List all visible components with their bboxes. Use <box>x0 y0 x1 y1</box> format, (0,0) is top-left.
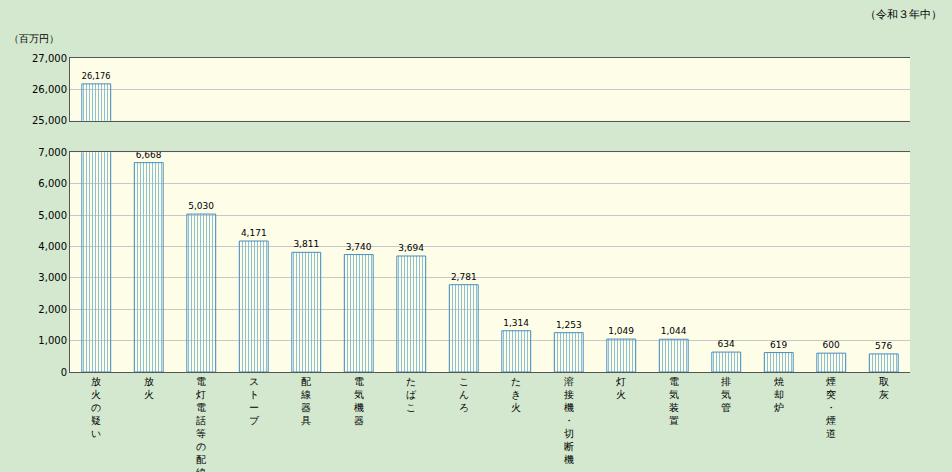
svg-text:600: 600 <box>823 340 840 350</box>
svg-text:25,000: 25,000 <box>32 115 67 126</box>
svg-text:電気機器: 電気機器 <box>354 376 364 426</box>
svg-text:こんろ: こんろ <box>459 376 469 413</box>
svg-text:634: 634 <box>718 339 735 349</box>
svg-text:灯火: 灯火 <box>616 376 626 400</box>
svg-text:1,049: 1,049 <box>608 326 634 336</box>
svg-text:1,044: 1,044 <box>661 326 687 336</box>
svg-text:排気管: 排気管 <box>721 376 731 413</box>
svg-text:5,030: 5,030 <box>188 201 214 211</box>
svg-text:26,000: 26,000 <box>32 84 67 95</box>
svg-text:6,668: 6,668 <box>136 150 162 160</box>
svg-text:1,000: 1,000 <box>38 335 67 346</box>
svg-text:3,740: 3,740 <box>346 242 372 252</box>
svg-text:27,000: 27,000 <box>32 53 67 64</box>
svg-text:3,811: 3,811 <box>293 239 319 249</box>
svg-text:たばこ: たばこ <box>406 376 417 413</box>
svg-text:電気装置: 電気装置 <box>669 376 679 426</box>
svg-text:619: 619 <box>770 340 787 350</box>
svg-text:576: 576 <box>875 341 892 351</box>
svg-text:2,000: 2,000 <box>38 304 67 315</box>
svg-text:1,314: 1,314 <box>503 318 529 328</box>
svg-text:（令和３年中）: （令和３年中） <box>865 8 942 21</box>
svg-text:26,176: 26,176 <box>82 71 111 81</box>
svg-text:ストーブ: ストーブ <box>249 376 260 426</box>
svg-text:3,694: 3,694 <box>398 243 424 253</box>
svg-text:0: 0 <box>61 367 67 378</box>
svg-text:取灰: 取灰 <box>879 376 889 400</box>
svg-text:溶接機・切断機: 溶接機・切断機 <box>564 376 574 465</box>
svg-text:放火の疑い: 放火の疑い <box>91 376 101 439</box>
svg-text:7,000: 7,000 <box>38 147 67 158</box>
svg-text:5,000: 5,000 <box>38 210 67 221</box>
svg-text:焼却炉: 焼却炉 <box>774 376 784 413</box>
svg-text:6,000: 6,000 <box>38 178 67 189</box>
svg-text:たき火: たき火 <box>511 376 521 413</box>
svg-text:3,000: 3,000 <box>38 272 67 283</box>
svg-text:配線器具: 配線器具 <box>300 376 311 426</box>
svg-text:電灯電話等の配線: 電灯電話等の配線 <box>195 376 206 472</box>
svg-text:（百万円）: （百万円） <box>9 33 59 44</box>
svg-text:4,171: 4,171 <box>241 228 267 238</box>
svg-text:4,000: 4,000 <box>38 241 67 252</box>
svg-text:放火: 放火 <box>144 376 154 400</box>
svg-text:1,253: 1,253 <box>556 320 582 330</box>
svg-text:2,781: 2,781 <box>451 272 477 282</box>
svg-text:煙突・煙道: 煙突・煙道 <box>826 376 836 439</box>
